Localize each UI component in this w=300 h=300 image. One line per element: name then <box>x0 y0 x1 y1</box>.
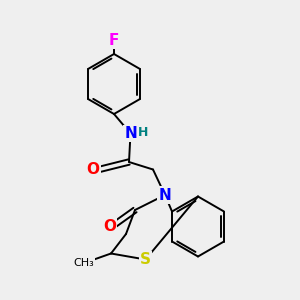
Text: H: H <box>138 125 148 139</box>
Text: F: F <box>109 33 119 48</box>
Text: N: N <box>159 188 171 202</box>
Text: N: N <box>124 126 137 141</box>
Text: S: S <box>140 252 151 267</box>
Text: O: O <box>103 219 116 234</box>
Text: O: O <box>86 162 100 177</box>
Text: CH₃: CH₃ <box>74 258 94 268</box>
